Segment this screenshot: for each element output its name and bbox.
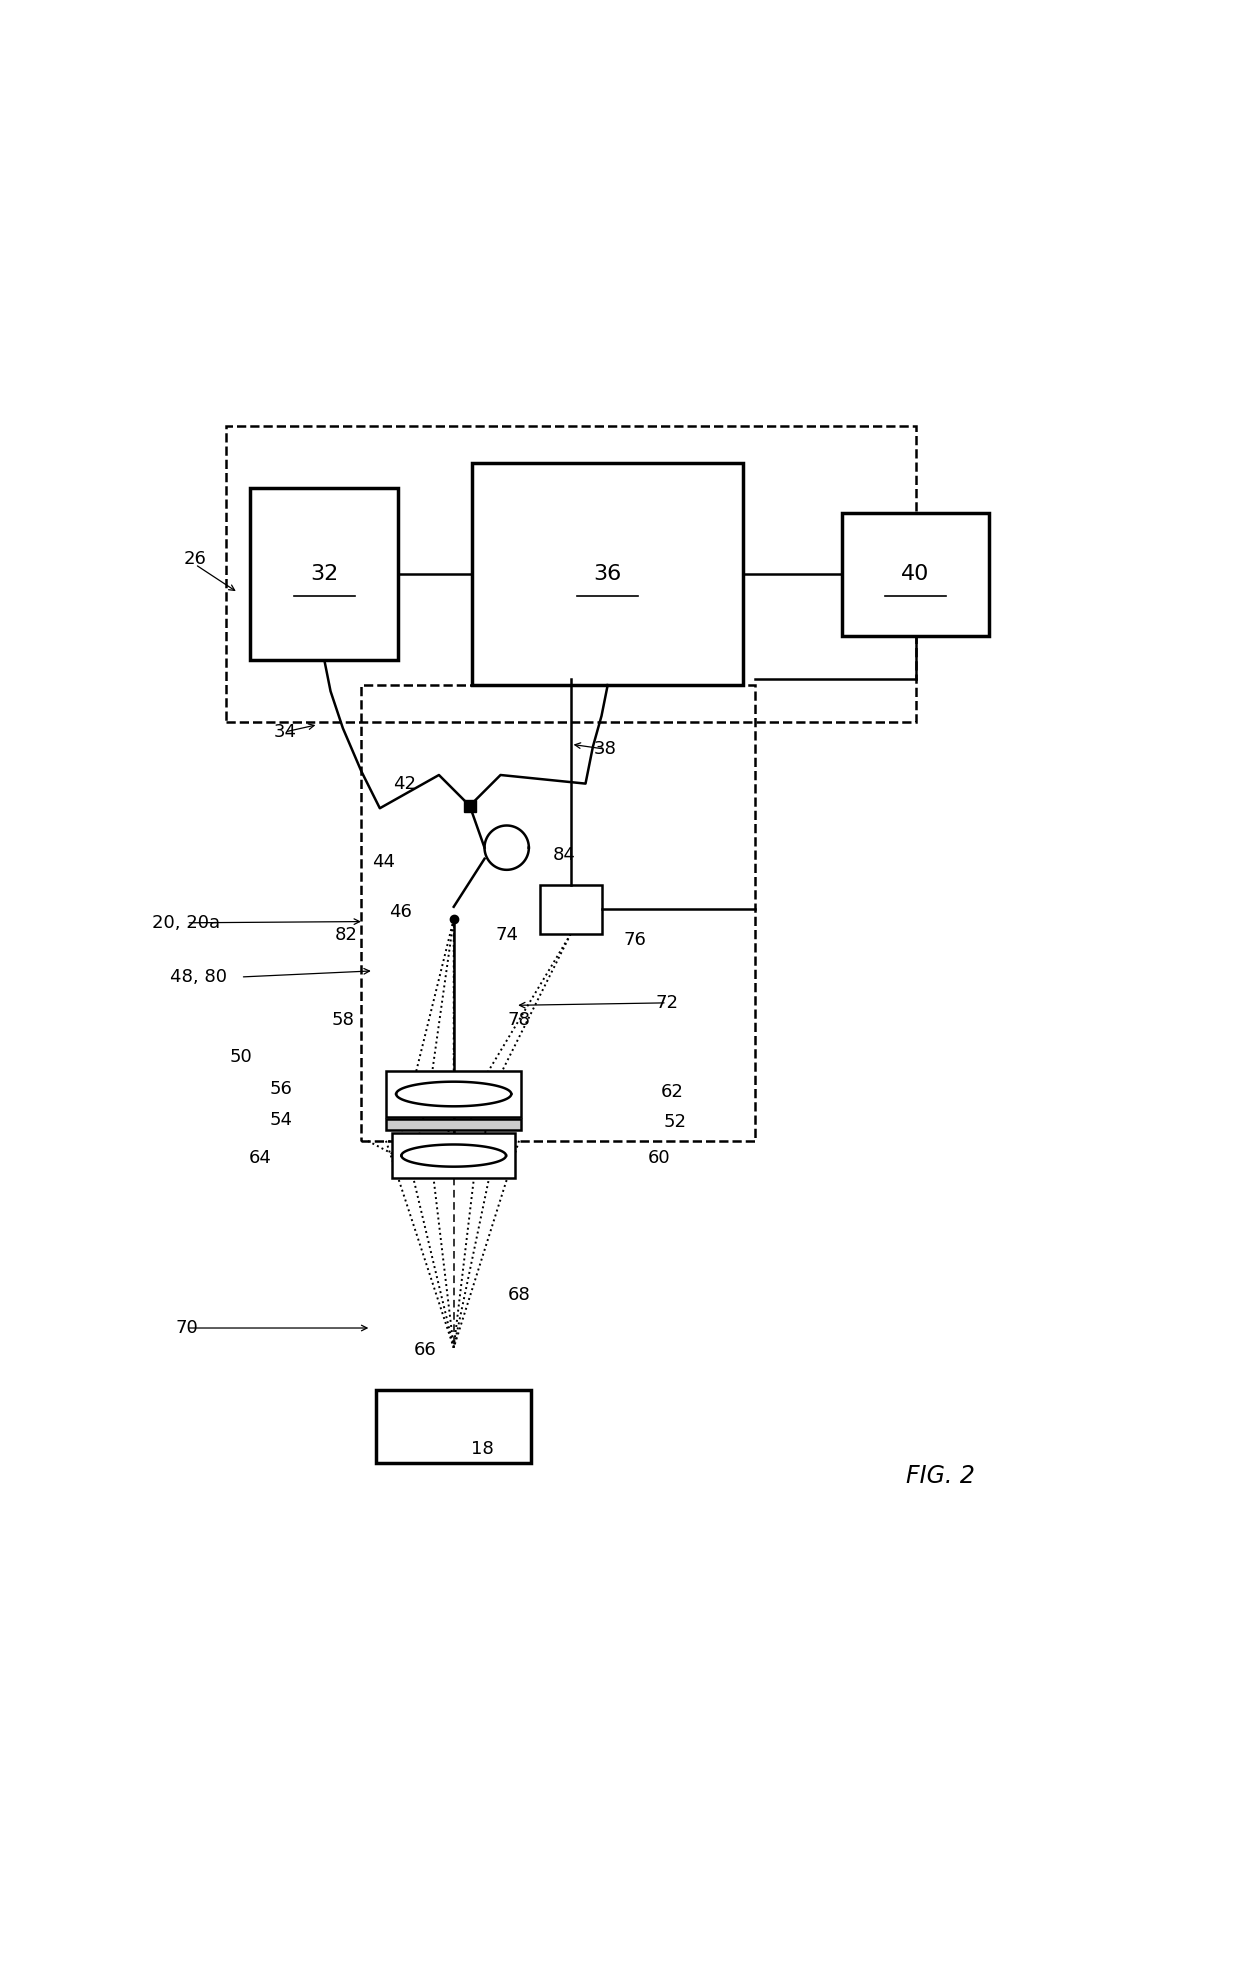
Text: 78: 78: [507, 1011, 531, 1029]
Text: 74: 74: [495, 925, 518, 943]
Text: 84: 84: [553, 846, 577, 864]
Text: 64: 64: [249, 1150, 272, 1168]
Text: 40: 40: [901, 564, 930, 584]
Text: 26: 26: [184, 550, 207, 568]
Text: 38: 38: [594, 741, 616, 759]
Bar: [376, 1390, 531, 1464]
Text: 20, 20a: 20, 20a: [153, 914, 221, 931]
Text: 36: 36: [594, 564, 621, 584]
Text: 18: 18: [471, 1440, 494, 1458]
Text: 42: 42: [393, 775, 415, 792]
Bar: [842, 512, 990, 636]
Bar: [226, 427, 915, 723]
Text: $\alpha$: $\alpha$: [413, 1118, 425, 1132]
Text: 52: 52: [663, 1114, 687, 1132]
Text: 34: 34: [274, 723, 296, 741]
Text: 32: 32: [310, 564, 339, 584]
Bar: [361, 685, 755, 1140]
Bar: [472, 463, 743, 685]
Text: FIG. 2: FIG. 2: [905, 1464, 975, 1488]
Bar: [250, 489, 398, 661]
Text: 70: 70: [175, 1319, 198, 1337]
Text: 72: 72: [655, 993, 678, 1011]
Text: 48, 80: 48, 80: [170, 967, 227, 985]
Bar: [539, 884, 601, 933]
Text: 54: 54: [270, 1110, 293, 1128]
Text: 56: 56: [270, 1080, 293, 1098]
Text: 50: 50: [229, 1049, 252, 1066]
Text: 62: 62: [660, 1082, 683, 1100]
Text: 44: 44: [372, 854, 396, 872]
Text: 68: 68: [507, 1285, 531, 1303]
Bar: [386, 1120, 522, 1130]
Text: 58: 58: [331, 1011, 355, 1029]
Text: 76: 76: [624, 931, 646, 949]
Text: 46: 46: [389, 904, 412, 922]
Text: 66: 66: [414, 1341, 436, 1358]
Bar: [386, 1070, 522, 1118]
Text: 82: 82: [335, 925, 358, 943]
Text: 60: 60: [649, 1150, 671, 1168]
Bar: [392, 1134, 516, 1178]
